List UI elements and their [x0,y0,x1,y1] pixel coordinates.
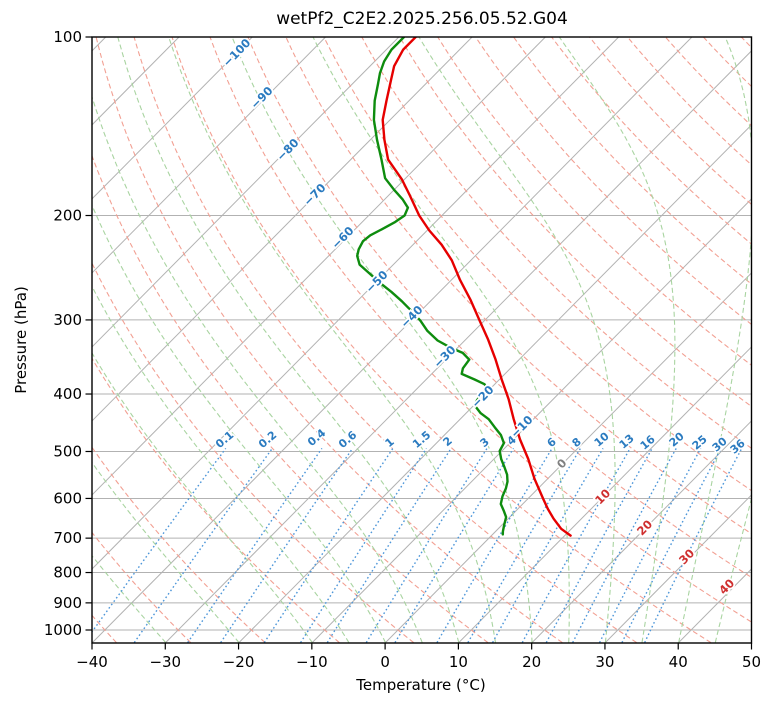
mixing-ratio-line [263,448,394,643]
x-tick-label: 20 [522,653,541,671]
dry-adiabat [285,37,752,535]
mixing-ratio-line [220,448,354,643]
x-tick-label: 30 [595,653,614,671]
pressure-gridlines [92,37,752,631]
dry-adiabat [209,37,752,623]
mixing-ratio-line [521,448,631,643]
dry-adiabat [92,261,414,643]
dry-adiabats [92,37,752,643]
isotherm-line [92,37,473,422]
y-tick-label: 200 [53,207,82,225]
mixing-ratio-line [133,447,273,643]
dry-adiabat [247,37,752,579]
temperature-curve [381,37,572,537]
plot-area [92,37,752,643]
dry-adiabat [323,37,752,492]
y-tick-label: 100 [53,28,82,46]
y-axis-label: Pressure (hPa) [12,286,30,394]
dry-adiabat [589,37,752,206]
mixing-ratio-line [644,448,743,643]
moist-adiabat [678,37,752,643]
dry-adiabat [171,37,712,643]
dry-adiabat [133,37,637,643]
isotherm-line [92,37,400,348]
isotherm-line [92,37,620,570]
x-axis-ticks: −40 −30 −20 −10 0 10 20 30 40 50 [76,643,761,671]
moist-adiabat [117,37,460,643]
isotherm-line [238,124,752,643]
isotherm-line [384,272,752,643]
moist-adiabats [92,37,752,643]
x-axis-label: Temperature (°C) [356,676,486,694]
moist-adiabat [558,37,676,643]
mixing-ratio-line [572,448,677,643]
moist-adiabat [92,351,313,643]
y-axis-ticks: 100 200 300 400 500 600 700 800 900 1000 [44,28,92,639]
x-tick-label: 40 [669,653,688,671]
isotherm-line [458,346,752,643]
mixing-ratio-line [491,448,604,643]
isotherm-line [604,494,752,643]
mixing-ratio-line [300,448,427,643]
moist-adiabat [92,203,386,643]
y-tick-label: 500 [53,442,82,460]
isotherm-line [92,37,546,496]
dry-adiabat [92,531,192,643]
isotherm-line [164,50,752,643]
dry-adiabat [475,37,752,326]
y-tick-label: 1000 [44,621,82,639]
axis-spines [91,36,753,644]
moist-adiabat [92,94,423,643]
x-tick-label: −10 [296,653,328,671]
x-tick-label: 10 [449,653,468,671]
moist-adiabat [312,37,570,643]
dry-adiabat [437,37,752,366]
x-tick-label: −20 [223,653,255,671]
x-tick-label: 0 [380,653,390,671]
moist-adiabat [92,285,350,643]
mixing-ratio-line [545,448,653,643]
moist-adiabat [92,461,240,643]
x-tick-label: −30 [149,653,181,671]
mixing-ratio-line [621,448,722,643]
mixing-ratio-line [394,448,515,643]
dry-adiabat [92,154,489,643]
dry-adiabat [399,37,752,408]
dry-adiabat [627,37,752,166]
y-tick-label: 900 [53,594,82,612]
isotherm-lines [92,37,752,643]
isotherm-line [531,420,752,643]
mixing-ratio-line [326,448,452,643]
y-tick-label: 800 [53,564,82,582]
moist-adiabat [418,37,616,643]
mixing-ratio-line [365,448,488,643]
dry-adiabat [361,37,752,449]
dry-adiabat [95,37,563,643]
dewpoint-curve [356,37,509,536]
x-tick-label: 50 [742,653,761,671]
y-tick-label: 300 [53,311,82,329]
moist-adiabat [168,37,497,643]
y-tick-label: 700 [53,529,82,547]
moist-adiabat [714,496,752,643]
mixing-ratio-lines [92,447,743,643]
mixing-ratio-line [187,448,323,643]
y-tick-label: 400 [53,385,82,403]
isotherm-line [92,37,693,643]
isotherm-line [92,37,326,274]
chart-title: wetPf2_C2E2.2025.256.05.52.G04 [276,9,568,29]
y-tick-label: 600 [53,489,82,507]
x-tick-label: −40 [76,653,108,671]
dry-adiabat [513,37,752,285]
